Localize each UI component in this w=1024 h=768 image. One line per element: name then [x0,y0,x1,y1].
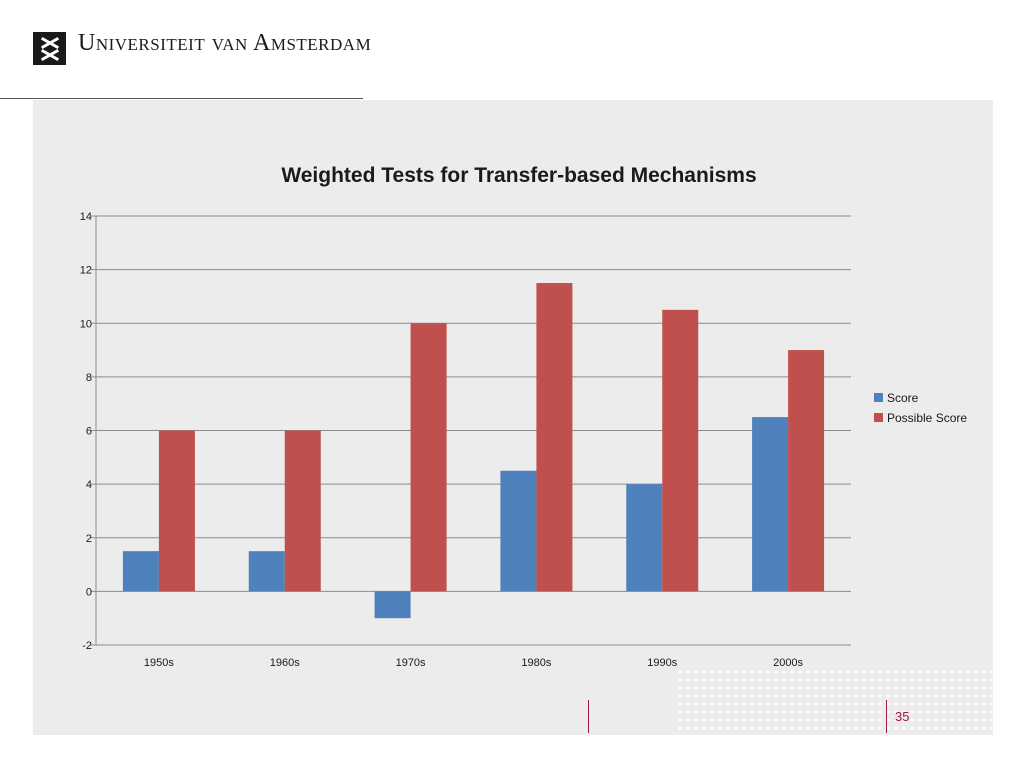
y-tick-label: 0 [86,586,92,598]
y-tick-label: 14 [80,211,92,223]
content-panel [33,100,993,735]
chart-title: Weighted Tests for Transfer-based Mechan… [281,164,756,187]
x-tick-label: 1990s [647,657,677,669]
dot-pattern-decoration [676,668,992,734]
uva-logo-icon [33,32,66,65]
y-tick-label: 8 [86,372,92,384]
legend-swatch [874,413,883,422]
bar-score-1980s [500,470,537,592]
footer-divider-right [886,700,887,733]
legend-swatch [874,393,883,402]
header-divider [0,98,363,99]
y-tick-label: 4 [86,479,92,491]
x-tick-label: 1980s [521,657,551,669]
legend-label: Possible Score [887,411,967,425]
bar-possible-score-1960s [284,430,321,592]
bar-score-1990s [626,484,663,592]
y-tick-label: -2 [82,640,92,652]
bar-score-1970s [374,591,411,619]
bar-possible-score-1980s [536,283,573,592]
x-tick-label: 1970s [396,657,426,669]
x-tick-label: 2000s [773,657,803,669]
x-tick-label: 1950s [144,657,174,669]
bar-possible-score-2000s [788,350,825,592]
y-tick-label: 10 [80,318,92,330]
legend-label: Score [887,391,919,405]
footer-divider-left [588,700,589,733]
bar-chart: Weighted Tests for Transfer-based Mechan… [80,164,968,669]
y-tick-label: 2 [86,533,92,545]
y-tick-label: 6 [86,426,92,438]
bar-score-1960s [248,551,285,592]
bar-possible-score-1950s [158,430,195,592]
x-tick-label: 1960s [270,657,300,669]
y-tick-label: 12 [80,265,92,277]
bar-score-2000s [752,417,789,592]
bar-score-1950s [122,551,159,592]
bar-possible-score-1970s [410,323,447,592]
slide-header: Universiteit van Amsterdam [0,0,1024,100]
page-number: 35 [895,709,910,724]
bar-possible-score-1990s [662,309,699,592]
university-name: Universiteit van Amsterdam [78,30,372,56]
